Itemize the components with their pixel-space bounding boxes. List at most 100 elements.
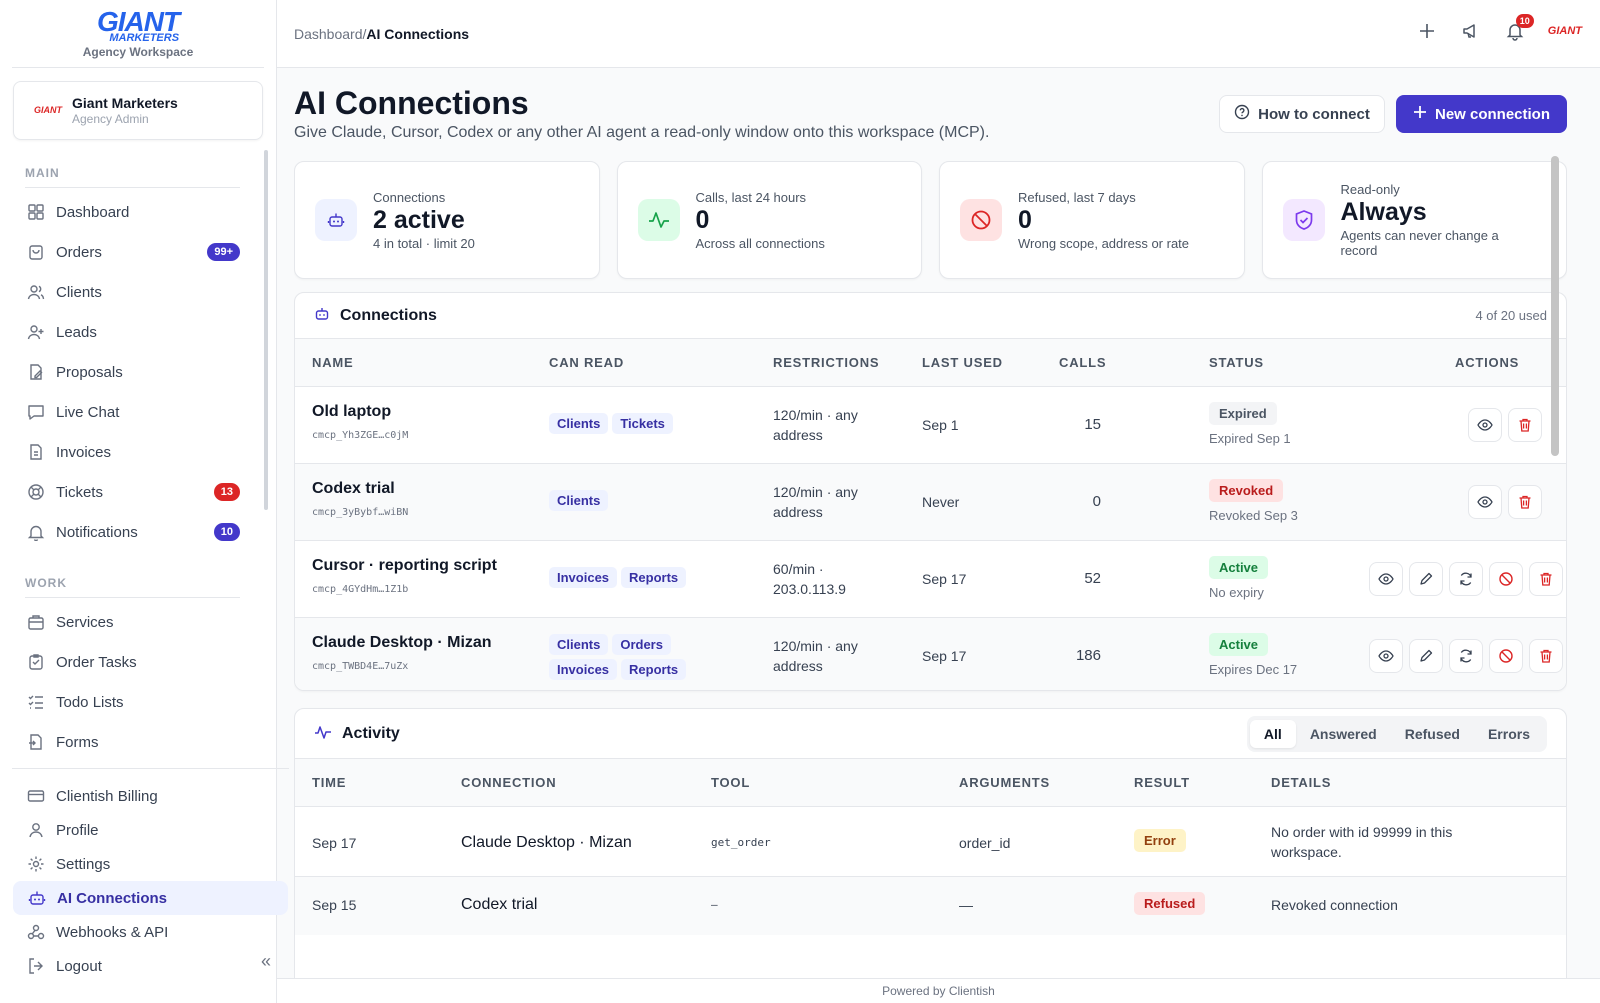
sidebar-item-notifications[interactable]: Notifications 10 xyxy=(0,512,276,552)
last-used-cell: Sep 17 xyxy=(922,571,967,587)
shield-icon xyxy=(1282,199,1325,241)
stat-value: Always xyxy=(1340,198,1427,226)
filter-answered[interactable]: Answered xyxy=(1309,726,1377,742)
tickets-icon xyxy=(26,482,46,502)
delete-button[interactable] xyxy=(1529,639,1563,673)
leads-icon xyxy=(26,322,46,342)
sidebar-item-dashboard[interactable]: Dashboard xyxy=(0,192,276,232)
settings-icon xyxy=(26,854,46,874)
view-button[interactable] xyxy=(1369,562,1403,596)
breadcrumb-dashboard[interactable]: Dashboard xyxy=(294,25,363,42)
revoke-icon xyxy=(1498,571,1514,587)
sidebar-item-proposals[interactable]: Proposals xyxy=(0,352,276,392)
row-actions xyxy=(1363,562,1563,596)
stat-text: Calls, last 24 hours 0 Across all connecti… xyxy=(696,190,825,251)
activity-row: Sep 15 Codex trial – — Refused Revoked connec… xyxy=(295,877,1566,935)
account-switcher[interactable]: GIANT Giant Marketers Agency Admin xyxy=(13,81,263,140)
trash-icon xyxy=(1538,571,1554,587)
restrictions-cell: 120/min · any address xyxy=(773,638,858,674)
delete-button[interactable] xyxy=(1529,562,1563,596)
sidebar-item-live-chat[interactable]: Live Chat xyxy=(0,392,276,432)
activity-card: Activity All Answered Refused Errors TIME CO… xyxy=(294,708,1567,978)
sidebar-item-clients[interactable]: Clients xyxy=(0,272,276,312)
sidebar-item-label: Live Chat xyxy=(56,403,120,421)
bell-icon[interactable]: 10 xyxy=(1504,14,1534,42)
sidebar-item-label: Clientish Billing xyxy=(56,787,158,805)
activity-connection: Codex trial xyxy=(461,896,538,913)
status-note: Expires Dec 17 xyxy=(1209,662,1298,677)
sidebar-item-orders[interactable]: Orders 99+ xyxy=(0,232,276,272)
tasks-icon xyxy=(26,652,46,672)
edit-button[interactable] xyxy=(1409,562,1443,596)
column-header-tool: TOOL xyxy=(711,775,751,790)
scope-tags: Clients Tickets xyxy=(549,411,709,436)
sidebar-item-clientish-billing[interactable]: Clientish Billing xyxy=(0,779,289,813)
delete-button[interactable] xyxy=(1508,408,1542,442)
section-label-main: MAIN xyxy=(25,166,240,188)
sidebar-item-profile[interactable]: Profile xyxy=(0,813,289,847)
main-content: AI Connections Give Claude, Cursor, Code… xyxy=(294,68,1567,978)
collapse-sidebar-icon[interactable]: « xyxy=(260,951,271,971)
eye-icon xyxy=(1477,494,1493,510)
sidebar-item-invoices[interactable]: Invoices xyxy=(0,432,276,472)
sidebar-item-webhooks-api[interactable]: Webhooks & API xyxy=(0,915,289,949)
activity-time: Sep 15 xyxy=(312,897,357,913)
sidebar-item-order-tasks[interactable]: Order Tasks xyxy=(0,642,276,682)
status-badge: Active xyxy=(1209,633,1269,656)
revoke-icon xyxy=(1498,648,1514,664)
stat-note: 4 in total · limit 20 xyxy=(373,235,475,251)
revoke-button[interactable] xyxy=(1489,562,1523,596)
status-cell: Expired Expired Sep 1 xyxy=(1209,402,1291,446)
filter-errors[interactable]: Errors xyxy=(1487,726,1530,742)
sidebar-item-ai-connections[interactable]: AI Connections xyxy=(13,881,288,915)
refresh-icon xyxy=(1458,571,1474,587)
breadcrumb-separator: / xyxy=(362,25,367,42)
sidebar-item-leads[interactable]: Leads xyxy=(0,312,276,352)
stat-value: 0 xyxy=(1018,205,1032,234)
edit-button[interactable] xyxy=(1409,639,1443,673)
view-button[interactable] xyxy=(1369,639,1403,673)
table-row: Codex trial cmcp_3yBybf…wiBN Clients 120/mi… xyxy=(295,464,1566,541)
stat-note: Across all connections xyxy=(695,235,825,251)
rotate-key-button[interactable] xyxy=(1449,562,1483,596)
megaphone-icon[interactable] xyxy=(1460,20,1482,42)
activity-tool: – xyxy=(711,898,718,911)
column-header-details: DETAILS xyxy=(1271,775,1332,790)
view-button[interactable] xyxy=(1468,485,1502,519)
filter-refused[interactable]: Refused xyxy=(1404,726,1460,742)
stat-card-refused-last-7-days: Refused, last 7 days 0 Wrong scope, addres… xyxy=(939,161,1245,279)
stat-value: 2 active xyxy=(373,205,465,234)
status-note: Revoked Sep 3 xyxy=(1209,508,1298,523)
new-connection-button[interactable]: New connection xyxy=(1396,95,1567,133)
column-header-arguments: ARGUMENTS xyxy=(959,775,1050,790)
rotate-key-button[interactable] xyxy=(1449,639,1483,673)
view-button[interactable] xyxy=(1468,408,1502,442)
sidebar-item-logout[interactable]: Logout xyxy=(0,949,289,983)
plus-icon[interactable] xyxy=(1416,20,1438,42)
workspace-logo[interactable]: GIANT MARKETERS Agency Workspace xyxy=(12,0,264,68)
sidebar-item-tickets[interactable]: Tickets 13 xyxy=(0,472,276,512)
result-badge: Refused xyxy=(1134,892,1206,915)
sidebar-item-services[interactable]: Services xyxy=(0,602,276,642)
refresh-icon xyxy=(1458,648,1474,664)
activity-row: Sep 17 Claude Desktop · Mizan get_order ord… xyxy=(295,807,1566,877)
notification-count-badge: 10 xyxy=(1515,14,1534,28)
breadcrumb: Dashboard/AI Connections xyxy=(294,26,469,42)
revoke-button[interactable] xyxy=(1489,639,1523,673)
column-header-result: RESULT xyxy=(1134,775,1190,790)
eye-icon xyxy=(1378,571,1394,587)
trash-icon xyxy=(1517,417,1533,433)
sidebar-item-todo-lists[interactable]: Todo Lists xyxy=(0,682,276,722)
sidebar-item-forms[interactable]: Forms xyxy=(0,722,276,762)
delete-button[interactable] xyxy=(1508,485,1542,519)
restrictions-cell: 60/min · 203.0.113.9 xyxy=(773,561,846,597)
sidebar-item-settings[interactable]: Settings xyxy=(0,847,289,881)
filter-all[interactable]: All xyxy=(1249,720,1296,748)
main-scrollbar[interactable] xyxy=(1551,156,1559,956)
user-avatar[interactable]: GIANT xyxy=(1547,24,1582,37)
how-to-connect-button[interactable]: How to connect xyxy=(1219,95,1385,133)
connection-name-cell: Claude Desktop · Mizan cmcp_TWBD4E…7uZx xyxy=(312,634,492,672)
connections-title: Connections xyxy=(340,306,437,324)
sidebar-scrollbar[interactable] xyxy=(264,150,268,510)
sidebar-item-label: Tickets xyxy=(56,483,103,501)
